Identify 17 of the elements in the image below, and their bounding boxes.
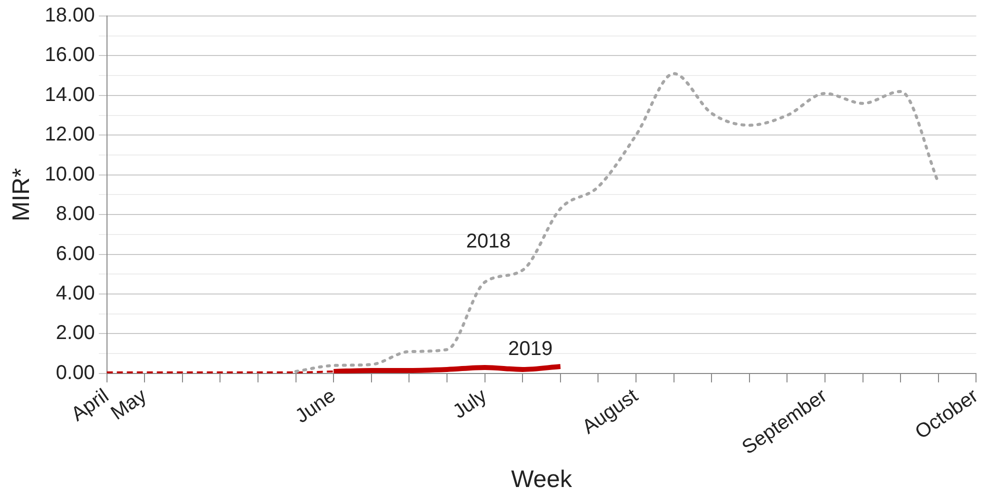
y-tick-label: 2.00 <box>56 322 95 344</box>
y-tick-label: 8.00 <box>56 203 95 226</box>
y-tick-label: 0.00 <box>56 362 95 384</box>
series-label: 2019 <box>508 338 553 360</box>
y-tick-label: 14.00 <box>44 84 95 106</box>
y-tick-label: 12.00 <box>44 124 95 146</box>
y-axis-title: MIR* <box>8 168 36 222</box>
y-tick-label: 18.00 <box>44 4 95 27</box>
y-tick-label: 10.00 <box>44 163 95 186</box>
x-tick-label: July <box>449 384 491 424</box>
y-tick-label: 4.00 <box>56 282 95 305</box>
line-series <box>294 72 940 373</box>
x-axis-title: Week <box>511 466 573 494</box>
y-tick-label: 16.00 <box>44 44 95 66</box>
series-label: 2018 <box>466 230 511 253</box>
x-tick-label: June <box>292 384 340 428</box>
y-tick-label: 6.00 <box>56 242 95 265</box>
